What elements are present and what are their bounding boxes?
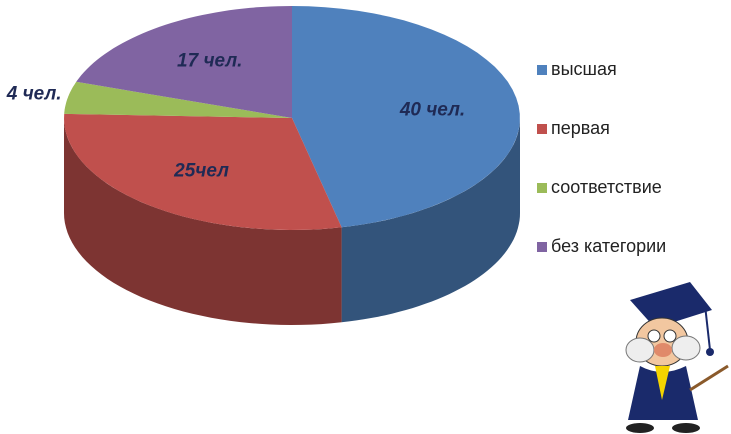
pie-tops: [64, 6, 520, 230]
value-label: 4 чел.: [6, 84, 62, 105]
value-label: 25чел: [173, 160, 229, 181]
legend: высшая первая соответствие без категории: [537, 59, 666, 256]
legend-swatch: [537, 183, 547, 193]
slice-side: [341, 118, 520, 323]
legend-label: соответствие: [551, 177, 662, 197]
legend-swatch: [537, 124, 547, 134]
value-label: 17 чел.: [177, 51, 242, 72]
slice-side: [64, 118, 342, 325]
legend-swatch: [537, 65, 547, 75]
slice: [64, 113, 342, 230]
pie: 40 чел. 25чел 4 чел. 17 чел.: [6, 6, 520, 325]
legend-label: без категории: [551, 236, 666, 256]
slice: [76, 6, 292, 118]
pie-sides: [64, 118, 520, 325]
slice: [64, 81, 292, 118]
professor-illustration: [625, 282, 729, 433]
slice: [292, 6, 520, 228]
value-label: 40 чел.: [399, 99, 465, 120]
legend-label: первая: [551, 118, 610, 138]
legend-label: высшая: [551, 59, 617, 79]
legend-swatch: [537, 242, 547, 252]
value-labels: 40 чел. 25чел 4 чел. 17 чел.: [6, 51, 465, 182]
